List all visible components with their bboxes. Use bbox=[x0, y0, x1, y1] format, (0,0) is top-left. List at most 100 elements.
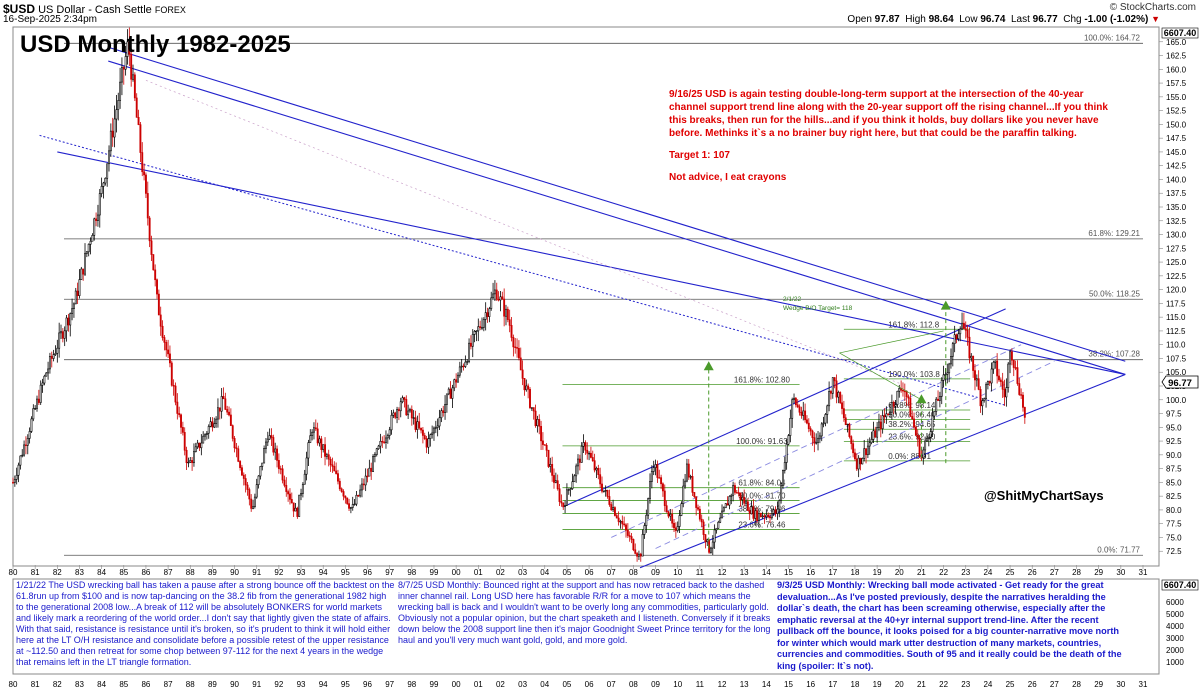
price-candle bbox=[1022, 394, 1024, 408]
price-candle bbox=[833, 377, 836, 382]
price-candle bbox=[634, 549, 637, 554]
price-candle bbox=[226, 409, 229, 413]
last-price-label: 96.77 bbox=[1168, 378, 1192, 389]
x-tick-label-lower: 92 bbox=[274, 680, 283, 689]
price-candle bbox=[211, 421, 214, 428]
price-candle bbox=[253, 496, 256, 507]
price-candle bbox=[861, 458, 864, 465]
price-candle bbox=[30, 418, 33, 432]
price-candle bbox=[50, 356, 53, 359]
price-candle bbox=[599, 474, 602, 485]
price-candle bbox=[673, 522, 675, 529]
price-candle bbox=[159, 314, 162, 327]
x-tick-label: 24 bbox=[983, 568, 992, 577]
price-candle bbox=[82, 268, 85, 275]
price-candle bbox=[726, 503, 729, 506]
x-tick-label: 97 bbox=[385, 568, 394, 577]
price-candle bbox=[890, 402, 893, 413]
price-candle bbox=[606, 489, 609, 497]
x-tick-label: 12 bbox=[718, 568, 727, 577]
price-candle bbox=[512, 337, 515, 348]
price-candle bbox=[948, 363, 951, 374]
x-tick-label: 94 bbox=[319, 568, 328, 577]
y-tick-label: 152.5 bbox=[1166, 107, 1187, 116]
price-candle bbox=[161, 325, 164, 338]
price-candle bbox=[499, 296, 502, 301]
y-tick-label: 85.0 bbox=[1166, 478, 1182, 487]
price-candle bbox=[464, 361, 467, 367]
price-candle bbox=[940, 379, 943, 397]
y-tick-label: 100.0 bbox=[1166, 396, 1187, 405]
price-candle bbox=[754, 510, 757, 519]
y-tick-label: 150.0 bbox=[1166, 120, 1187, 129]
price-candle bbox=[469, 342, 472, 347]
price-candle bbox=[562, 502, 565, 507]
price-candle bbox=[589, 452, 592, 458]
y-tick-label: 137.5 bbox=[1166, 189, 1187, 198]
price-candle bbox=[113, 118, 116, 138]
fib-label-long: 0.0%: 71.77 bbox=[1097, 545, 1140, 554]
price-candle bbox=[601, 483, 603, 492]
price-candle bbox=[316, 428, 319, 444]
x-tick-label-lower: 82 bbox=[53, 680, 62, 689]
price-candle bbox=[767, 514, 770, 518]
price-candle bbox=[213, 423, 216, 428]
price-candle bbox=[602, 490, 605, 492]
price-candle bbox=[894, 404, 897, 407]
price-candle bbox=[780, 485, 783, 501]
x-tick-label: 29 bbox=[1094, 568, 1103, 577]
price-candle bbox=[141, 152, 144, 173]
price-candle bbox=[320, 438, 323, 450]
price-candle bbox=[257, 475, 260, 485]
price-candle bbox=[737, 492, 740, 494]
price-candle bbox=[397, 409, 400, 412]
x-tick-label-lower: 90 bbox=[230, 680, 239, 689]
price-candle bbox=[1001, 381, 1004, 390]
y-tick-label: 130.0 bbox=[1166, 231, 1187, 240]
price-candle bbox=[434, 427, 437, 429]
price-candle bbox=[571, 481, 574, 489]
price-candle bbox=[191, 460, 194, 464]
annotation-target: Target 1: 107 bbox=[669, 150, 730, 161]
x-tick-label: 09 bbox=[651, 568, 660, 577]
price-candle bbox=[687, 463, 690, 478]
price-candle bbox=[98, 193, 101, 216]
fib-label-2021: 161.8%: 112.8 bbox=[888, 320, 940, 329]
price-candle bbox=[233, 438, 236, 449]
price-candle bbox=[854, 452, 856, 460]
y-tick-label: 82.5 bbox=[1166, 492, 1182, 501]
y-tick-label: 92.5 bbox=[1166, 437, 1182, 446]
x-tick-label: 14 bbox=[762, 568, 771, 577]
price-candle bbox=[305, 457, 308, 475]
x-tick-label: 96 bbox=[363, 568, 372, 577]
price-candle bbox=[674, 527, 677, 531]
price-candle bbox=[276, 448, 278, 461]
price-candle bbox=[60, 331, 62, 334]
x-tick-label-lower: 12 bbox=[718, 680, 727, 689]
price-candle bbox=[913, 418, 915, 428]
price-candle bbox=[996, 360, 999, 377]
price-candle bbox=[231, 425, 234, 439]
price-candle bbox=[983, 398, 986, 401]
x-tick-label: 31 bbox=[1139, 568, 1148, 577]
price-candle bbox=[373, 454, 376, 457]
price-candle bbox=[765, 514, 768, 518]
price-candle bbox=[292, 502, 295, 512]
price-candle bbox=[263, 448, 266, 464]
fib-label-long: 38.2%: 107.28 bbox=[1088, 350, 1140, 359]
price-candle bbox=[366, 475, 369, 478]
x-tick-label-lower: 84 bbox=[97, 680, 106, 689]
price-candle bbox=[333, 466, 336, 472]
price-candle bbox=[560, 501, 563, 504]
price-candle bbox=[846, 423, 849, 426]
wedge-note-date: 2/1/22 bbox=[783, 296, 801, 303]
wedge-note-text: Wedge B/O Target= 118 bbox=[783, 305, 853, 312]
price-candle bbox=[868, 442, 871, 447]
price-candle bbox=[791, 399, 794, 419]
price-candle bbox=[207, 426, 210, 434]
price-candle bbox=[992, 361, 995, 370]
price-candle bbox=[841, 402, 843, 409]
x-tick-label-lower: 24 bbox=[983, 680, 992, 689]
price-candle bbox=[702, 521, 705, 535]
price-candle bbox=[865, 448, 867, 456]
